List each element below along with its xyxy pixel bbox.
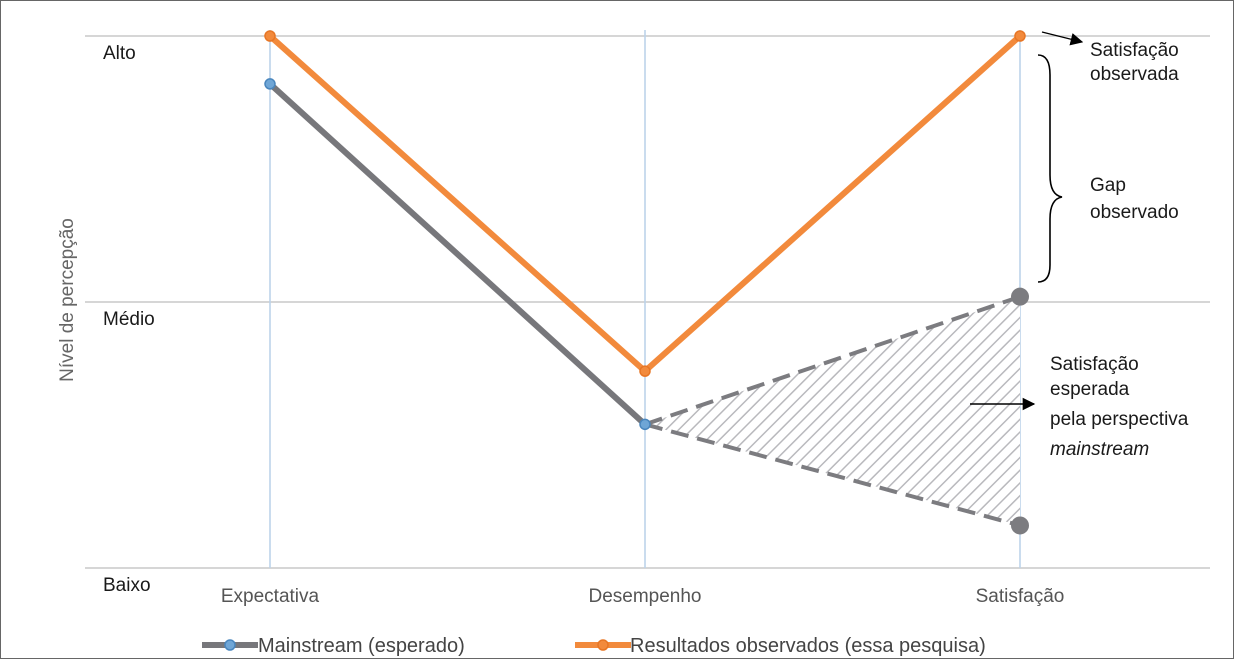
expected-lower-dashed-line — [644, 422, 1021, 528]
series-1-point-2 — [1014, 30, 1026, 42]
svg-text:Gap: Gap — [1090, 175, 1126, 196]
series-line-0 — [267, 81, 648, 427]
series-1-point-1 — [639, 365, 651, 377]
expected-upper-dashed-line — [644, 294, 1021, 427]
x-tick-label-2: Satisfação — [976, 586, 1065, 607]
expected-range-area — [645, 296, 1020, 526]
svg-text:observada: observada — [1090, 64, 1179, 85]
legend-label-0: Mainstream (esperado) — [258, 635, 465, 657]
svg-text:mainstream: mainstream — [1050, 439, 1149, 460]
y-axis-label: Nível de percepção — [57, 218, 78, 382]
svg-text:Satisfação: Satisfação — [1050, 354, 1139, 375]
legend-marker-1 — [597, 639, 609, 651]
annotation-satisfacao-observada-line2: observada — [1090, 64, 1179, 85]
satisfacao-observada-arrow — [1041, 31, 1084, 46]
x-tick-label-1: Desempenho — [588, 586, 701, 607]
gap-brace — [1037, 54, 1063, 283]
legend-label-1: Resultados observados (essa pesquisa) — [630, 635, 986, 657]
svg-text:observado: observado — [1090, 202, 1179, 223]
expected-low-point — [1011, 516, 1029, 535]
legend-marker-0 — [224, 639, 236, 651]
x-tick-label-0: Expectativa — [221, 586, 320, 607]
annotation-esperada-italic: mainstream — [1050, 439, 1149, 460]
y-level-label-0: Alto — [103, 43, 136, 64]
annotation-gap-line2: observado — [1090, 202, 1179, 223]
annotation-gap-line1: Gap — [1090, 175, 1126, 196]
svg-text:pela perspectiva: pela perspectiva — [1050, 409, 1189, 430]
y-level-label-2: Baixo — [103, 575, 151, 596]
expected-high-point — [1011, 287, 1029, 306]
series-0-point-1 — [639, 418, 651, 431]
svg-text:Satisfação: Satisfação — [1090, 40, 1179, 61]
series-1-point-0 — [264, 30, 276, 42]
annotation-esperada-line1: Satisfação — [1050, 354, 1139, 375]
svg-text:esperada: esperada — [1050, 379, 1130, 400]
annotation-satisfacao-observada-line1: Satisfação — [1090, 40, 1179, 61]
annotation-esperada-line3: pela perspectiva — [1050, 409, 1189, 430]
series-0-point-0 — [264, 78, 276, 90]
annotation-esperada-line2: esperada — [1050, 379, 1130, 400]
svg-text:Nível de percepção: Nível de percepção — [57, 218, 78, 382]
y-level-label-1: Médio — [103, 309, 155, 330]
